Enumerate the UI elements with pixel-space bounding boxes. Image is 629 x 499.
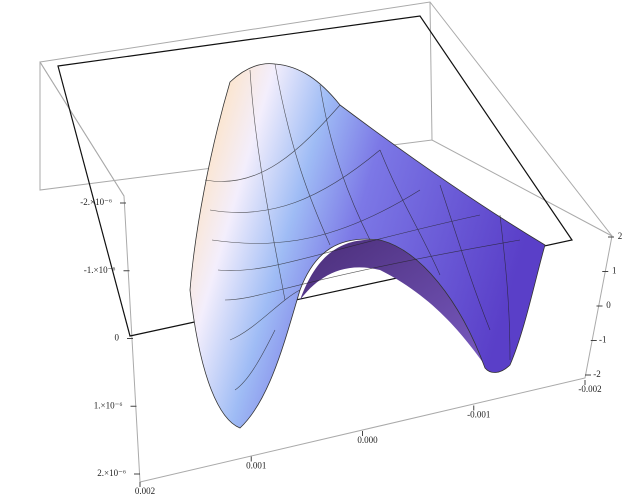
surface <box>189 63 546 429</box>
xticks-label: 0.002 <box>135 486 155 496</box>
yticks-label: -2 <box>593 369 601 379</box>
xticks-label: -0.002 <box>578 384 601 394</box>
zticks-label: 0 <box>115 333 120 343</box>
zticks-label: 2.×10⁻⁶ <box>97 468 126 478</box>
xticks-label: 0.001 <box>246 461 266 471</box>
yticks-label: 1 <box>612 266 617 276</box>
yticks-label: 0 <box>606 300 611 310</box>
zticks-label: -2.×10⁻⁶ <box>80 197 112 207</box>
yticks-label: 2 <box>618 231 623 241</box>
zticks-label: 1.×10⁻⁶ <box>94 400 123 410</box>
bounding-box <box>39 1 613 483</box>
yticks-label: -1 <box>599 335 607 345</box>
zticks-label: -1.×10⁻⁶ <box>84 265 116 275</box>
xticks-label: 0.000 <box>357 435 378 445</box>
axes: -2.×10⁻⁶ -1.×10⁻⁶ 0 1.×10⁻⁶ 2.×10⁻⁶ 0.002 0.00… <box>80 197 622 496</box>
xticks-label: -0.001 <box>467 410 490 420</box>
